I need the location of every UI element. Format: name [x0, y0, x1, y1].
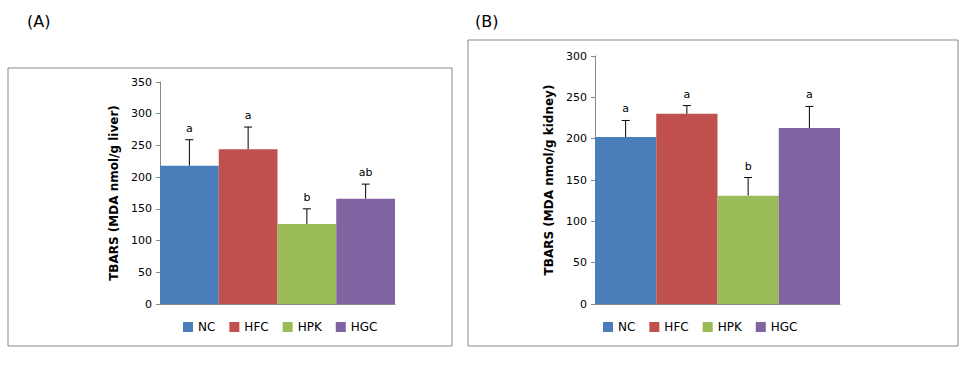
svg-text:300: 300	[131, 107, 152, 120]
svg-text:HFC: HFC	[244, 320, 268, 334]
svg-text:350: 350	[131, 76, 152, 89]
svg-text:200: 200	[566, 132, 587, 145]
svg-text:100: 100	[566, 215, 587, 228]
svg-text:50: 50	[138, 266, 152, 279]
svg-text:b: b	[303, 191, 310, 204]
svg-text:250: 250	[131, 139, 152, 152]
svg-text:a: a	[684, 88, 691, 101]
svg-text:0: 0	[580, 298, 587, 311]
svg-text:(B): (B)	[475, 12, 498, 31]
svg-text:a: a	[806, 88, 813, 101]
svg-text:150: 150	[566, 174, 587, 187]
svg-text:HFC: HFC	[664, 320, 688, 334]
svg-text:b: b	[745, 160, 752, 173]
svg-text:NC: NC	[198, 320, 215, 334]
svg-text:HPK: HPK	[298, 320, 323, 334]
svg-text:HPK: HPK	[718, 320, 743, 334]
svg-text:200: 200	[131, 171, 152, 184]
svg-text:ab: ab	[359, 166, 373, 179]
svg-text:HGC: HGC	[351, 320, 378, 334]
svg-text:TBARS (MDA nmol/g kidney): TBARS (MDA nmol/g kidney)	[542, 85, 556, 276]
svg-text:150: 150	[131, 202, 152, 215]
svg-text:a: a	[186, 122, 193, 135]
svg-text:a: a	[622, 102, 629, 115]
svg-text:250: 250	[566, 91, 587, 104]
svg-text:(A): (A)	[27, 12, 50, 31]
svg-text:TBARS (MDA nmol/g liver): TBARS (MDA nmol/g liver)	[107, 105, 121, 281]
svg-text:NC: NC	[618, 320, 635, 334]
svg-text:a: a	[245, 109, 252, 122]
svg-text:300: 300	[566, 50, 587, 63]
svg-text:0: 0	[145, 298, 152, 311]
svg-text:50: 50	[573, 256, 587, 269]
svg-text:HGC: HGC	[771, 320, 798, 334]
svg-text:100: 100	[131, 234, 152, 247]
